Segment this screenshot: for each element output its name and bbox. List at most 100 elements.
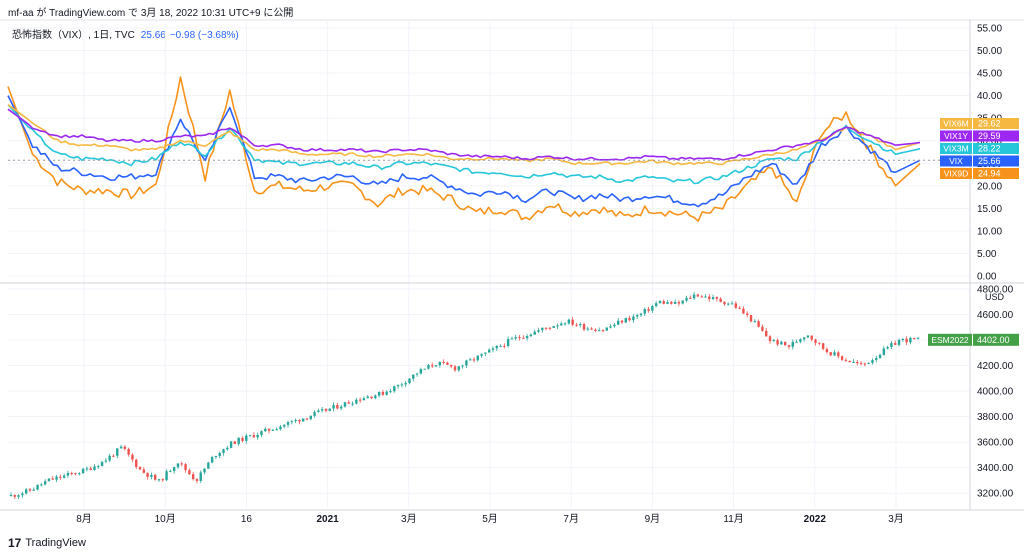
series-name-vix: VIX [949, 156, 963, 166]
candle-body [210, 457, 214, 463]
candle-body [222, 449, 225, 453]
candle-body [916, 337, 920, 339]
series-value-vix9d: 24.94 [978, 169, 1001, 179]
candle-body [552, 326, 555, 329]
series-name-tag-vix3m [940, 143, 972, 154]
x-tick-label: 3月 [401, 513, 417, 525]
candle-body [355, 399, 358, 404]
candle-body [711, 297, 715, 300]
candle-body [529, 334, 533, 337]
candle-body [867, 362, 870, 364]
candle-body [55, 476, 58, 480]
candle-body [169, 471, 172, 473]
footer: 17 TradingView [8, 536, 86, 550]
candle-body [203, 468, 206, 473]
candle-body [487, 349, 491, 353]
x-tick-label: 11月 [723, 513, 743, 525]
candle-body [544, 327, 548, 329]
candle-body [715, 297, 719, 299]
candle-body [598, 330, 601, 332]
series-value-tag-vix9d [973, 168, 1019, 179]
candle-body [286, 422, 290, 425]
x-tick-label: 5月 [482, 513, 498, 525]
vix-y-tick-label: 15.00 [977, 204, 1002, 215]
series-line-vix1y [7, 108, 921, 161]
candle-body [658, 301, 662, 304]
candle-body [783, 341, 787, 346]
candle-body [328, 408, 331, 411]
candle-body [700, 296, 703, 298]
candle-body [882, 348, 886, 355]
candle-body [176, 463, 180, 468]
candle-body [833, 352, 836, 356]
symbol-value: 25.66 [140, 30, 166, 41]
candle-body [818, 342, 821, 344]
candle-body [503, 345, 506, 347]
candle-body [727, 303, 730, 305]
candle-body [264, 428, 267, 432]
candle-body [825, 349, 829, 353]
candle-body [267, 428, 271, 431]
x-tick-label: 10月 [155, 513, 176, 525]
candle-body [377, 391, 381, 396]
candle-body [207, 462, 210, 469]
x-tick-label: 7月 [563, 513, 579, 525]
candle-body [673, 302, 677, 304]
candle-body [116, 448, 119, 456]
candle-body [51, 478, 54, 480]
candle-body [852, 361, 855, 363]
candle-body [150, 474, 153, 477]
candle-body [184, 464, 187, 471]
candle-body [81, 468, 85, 474]
candle-body [320, 409, 324, 411]
candle-body [643, 309, 646, 314]
candle-body [704, 296, 707, 298]
candle-body [457, 366, 461, 371]
series-value-vix1y: 29.59 [978, 131, 1001, 141]
candle-body [252, 435, 256, 438]
candle-body [123, 446, 127, 449]
series-name-tag-vix9d [940, 168, 972, 179]
candle-body [188, 470, 191, 475]
series-value-tag-vix6m [973, 118, 1019, 129]
series-value-tag-vix1y [973, 130, 1019, 142]
candle-body [351, 403, 354, 405]
candle-body [787, 345, 791, 347]
candle-body [613, 324, 616, 327]
es-y-tick-label: 3800.00 [977, 412, 1014, 423]
candle-body [651, 306, 654, 311]
candle-body [446, 362, 449, 365]
x-tick-label: 2021 [316, 514, 339, 525]
vix-y-tick-label: 40.00 [977, 91, 1002, 102]
vix-y-tick-label: 5.00 [977, 249, 997, 260]
symbol-name[interactable]: 恐怖指数（VIX）, 1日, TVC [12, 30, 135, 41]
candle-body [131, 454, 134, 460]
candle-body [294, 419, 297, 422]
candle-body [199, 472, 202, 481]
candle-body [856, 361, 859, 364]
candle-body [381, 391, 385, 395]
candle-body [427, 365, 430, 369]
candle-body [848, 360, 851, 363]
candle-body [302, 418, 305, 422]
candle-body [59, 476, 62, 478]
candle-body [119, 446, 123, 449]
candle-body [905, 338, 908, 343]
candle-body [666, 302, 669, 304]
candle-body [309, 415, 313, 420]
brand-name: TradingView [25, 537, 86, 549]
series-name-tag-vix6m [940, 118, 972, 129]
candle-body [104, 460, 108, 462]
main-legend: 恐怖指数（VIX）, 1日, TVC 25.66 −0.98 (−3.68%) [12, 26, 239, 41]
series-name-tag-vix [940, 155, 972, 167]
candle-body [840, 356, 844, 360]
candle-body [290, 421, 294, 423]
candle-body [78, 473, 81, 475]
candle-body [36, 484, 39, 490]
price-labels: VIX6M 29.62 VIX1Y 29.59 VIX3M 28.22 VIX 25.66 VI… [928, 118, 1019, 346]
candle-body [670, 302, 673, 304]
candle-body [370, 396, 373, 399]
candle-body [423, 368, 426, 370]
candle-body [476, 355, 479, 361]
